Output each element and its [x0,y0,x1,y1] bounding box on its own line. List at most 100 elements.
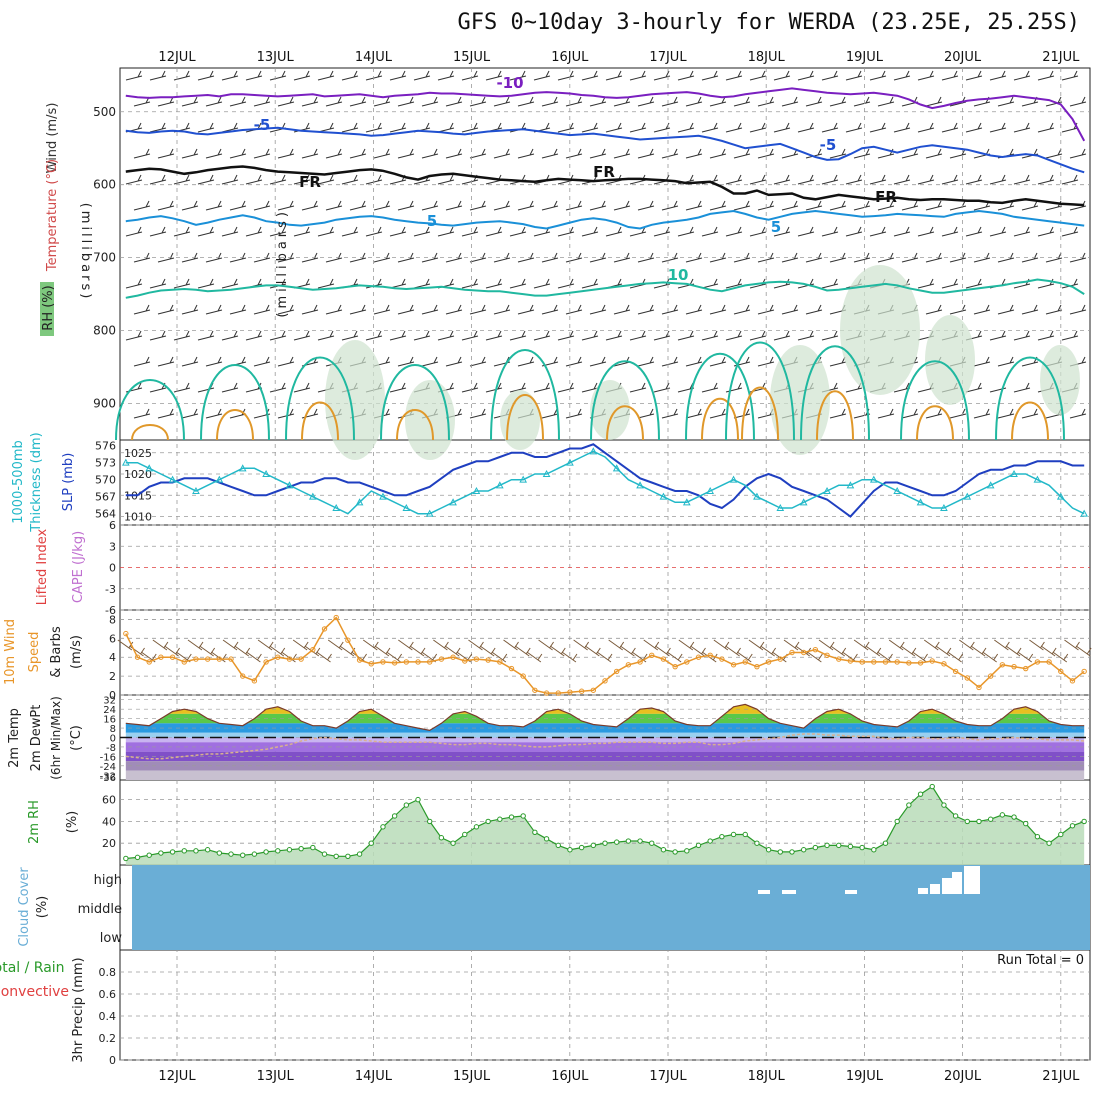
wind-speed-point [590,687,597,693]
temp-band [125,751,1085,762]
day-label-top: 17JUL [649,50,687,65]
wind-barb [485,278,503,289]
wind-barb [277,148,295,159]
plus15-contour [741,386,779,441]
thickness-marker [262,469,270,477]
wind-barb [293,226,311,237]
cloud-high-patch [782,890,796,894]
wind-speed-point [485,657,491,663]
wind-label-a: 10m Wind [3,619,18,685]
precip-tick: 0.4 [99,1010,117,1023]
plus15-contour [301,401,339,441]
surface-wind-barb [807,651,823,663]
surface-wind-barb [818,639,835,651]
thickness-marker [215,475,224,483]
wind-barb [701,382,719,393]
wind-barb [445,356,463,367]
wind-barb [197,278,215,289]
day-label-bottom: 20JUL [944,1069,982,1084]
wind-barb [949,200,967,211]
wind-barb [397,148,415,159]
wind-speed-point [754,663,760,670]
wind-barb [157,96,175,107]
thickness-marker [589,447,598,455]
wind-speed-point [403,659,410,665]
wind-barb [605,226,623,237]
temp-tick: 16 [103,715,116,726]
wind-barb [965,174,983,185]
wind-barb [1061,226,1079,237]
contour--10 [125,87,1086,142]
wind-barb [125,330,143,341]
wind-speed-point [321,626,328,632]
thickness-tick: 576 [95,440,116,453]
wind-barb [317,174,335,185]
wind-barb [533,70,551,81]
surface-wind-barb [620,645,636,657]
wind-barb [301,408,319,419]
wind-barb [133,356,151,367]
wind-barb [1069,96,1087,107]
wind-barb [533,330,551,341]
wind-barb [965,70,983,81]
wind-barb [149,174,167,185]
surface-wind-barb [596,651,613,663]
day-label-bottom: 14JUL [355,1069,393,1084]
day-label-bottom: 18JUL [748,1069,786,1084]
wind-speed-point [800,649,807,656]
pressure-tick: 800 [93,324,116,338]
rh-point [917,791,924,797]
temp-tick: 32 [103,696,116,707]
wind-barb [341,122,359,133]
wind-barb [157,200,175,211]
wind-barb [797,70,815,81]
rh-point [543,836,550,842]
wind-barb [685,96,703,107]
wind-speed-point [543,690,550,696]
temp-tick: 0 [110,734,116,745]
wind-barb [341,330,359,341]
thickness-marker [986,481,995,489]
surface-wind-barb [585,645,601,657]
temp-tick: -16 [100,752,116,763]
wind-barb [389,278,407,289]
wind-speed-point [216,656,223,662]
wind-barb [373,304,391,315]
surface-wind-barb [269,645,286,657]
rh-point [391,813,398,819]
wind-barb [421,304,439,315]
cape-tick: 0 [109,562,116,575]
wind-speed-point [1023,665,1029,672]
wind-barb [221,174,239,185]
rh-shade [405,380,455,460]
wind-speed-point [286,656,293,662]
thickness-marker [402,503,411,511]
rh-point [649,840,655,846]
plus10-contour-lobe [285,356,355,441]
wind-barb [1069,304,1087,315]
rh-point [146,852,152,858]
surface-wind-barb [199,645,216,657]
pressure-tick: 900 [93,397,116,411]
wind-speed-point [426,659,433,665]
surface-wind-barb [982,651,999,663]
wind-barb [581,226,599,237]
wind-barb [245,174,263,185]
slp-tick: 1020 [124,468,152,481]
temp-label-d: (°C) [69,725,84,751]
wind-barb [821,330,839,341]
wind-barb [181,200,199,211]
wind-barb [749,174,767,185]
thickness-marker [869,475,878,483]
wind-barb [229,200,247,211]
surface-wind-barb [666,651,683,663]
wind-speed-point [719,656,725,662]
wind-barb [317,278,335,289]
rh-point [415,796,421,803]
surface-wind-barb [690,645,706,657]
cloud-level-label: high [94,873,122,888]
rh-point [403,802,410,808]
wind-barb [661,356,679,367]
wind-barb [421,96,439,107]
wind-barb [485,330,503,341]
